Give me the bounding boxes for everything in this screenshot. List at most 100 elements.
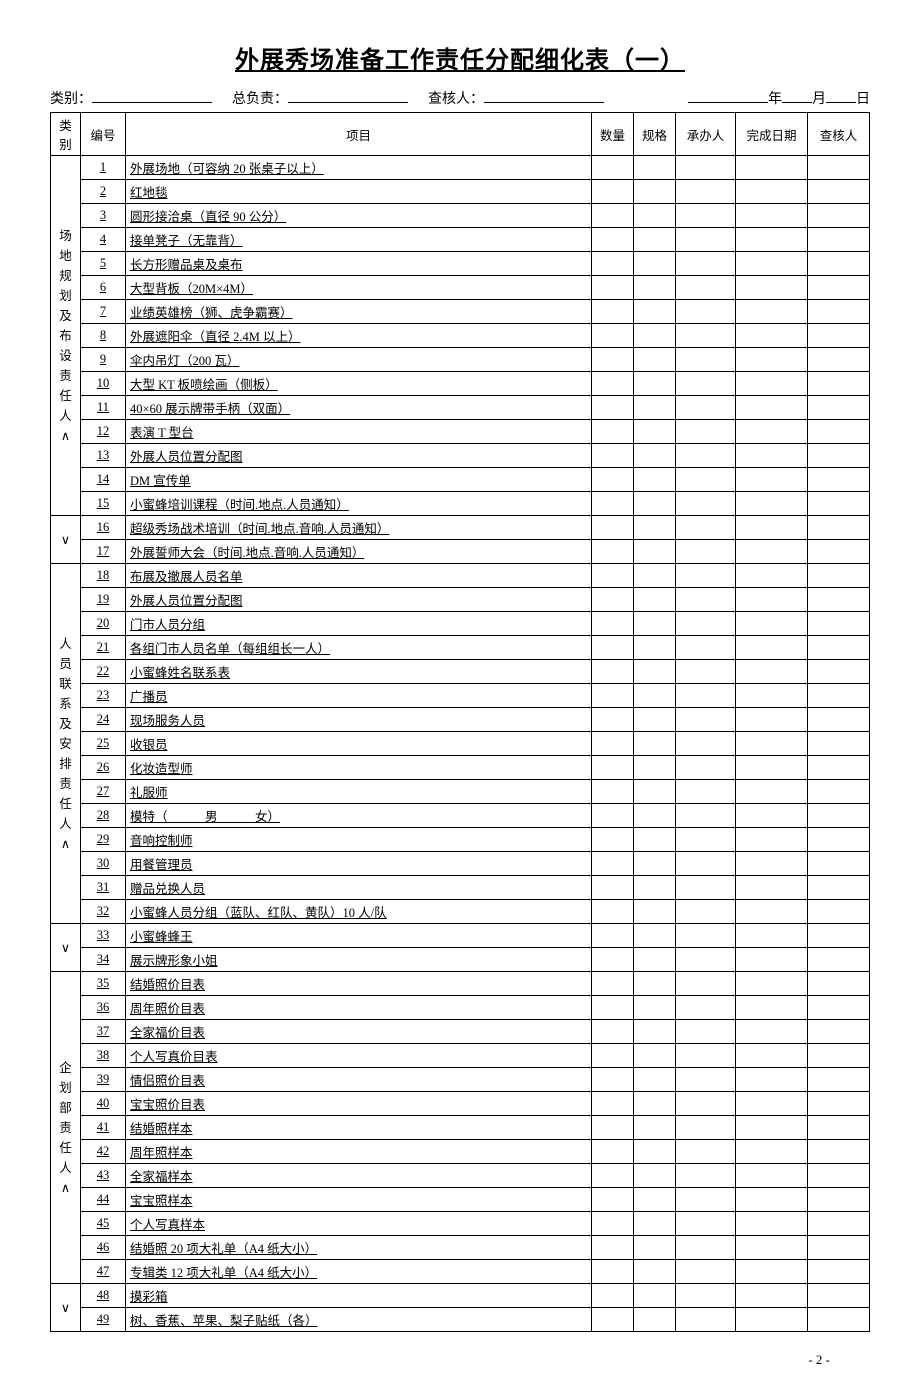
row-spec xyxy=(634,180,676,204)
row-number: 3 xyxy=(81,204,126,228)
row-qty xyxy=(592,756,634,780)
row-item: 小蜜蜂蜂王 xyxy=(126,924,592,948)
row-owner xyxy=(676,1284,736,1308)
row-owner xyxy=(676,228,736,252)
row-spec xyxy=(634,540,676,564)
row-qty xyxy=(592,1068,634,1092)
row-qty xyxy=(592,276,634,300)
row-check xyxy=(808,852,870,876)
table-row: 2红地毯 xyxy=(51,180,870,204)
row-number: 2 xyxy=(81,180,126,204)
row-item: 外展场地（可容纳 20 张桌子以上） xyxy=(126,156,592,180)
row-spec xyxy=(634,372,676,396)
row-date xyxy=(736,708,808,732)
row-date xyxy=(736,156,808,180)
row-qty xyxy=(592,540,634,564)
row-date xyxy=(736,996,808,1020)
row-qty xyxy=(592,1044,634,1068)
row-item: 展示牌形象小姐 xyxy=(126,948,592,972)
row-check xyxy=(808,468,870,492)
row-item: 化妆造型师 xyxy=(126,756,592,780)
row-number: 25 xyxy=(81,732,126,756)
row-owner xyxy=(676,1116,736,1140)
row-item: 专辑类 12 项大礼单（A4 纸大小） xyxy=(126,1260,592,1284)
table-row: 8外展遮阳伞（直径 2.4M 以上） xyxy=(51,324,870,348)
table-row: 1140×60 展示牌带手柄（双面） xyxy=(51,396,870,420)
row-date xyxy=(736,228,808,252)
row-number: 18 xyxy=(81,564,126,588)
row-date xyxy=(736,492,808,516)
row-qty xyxy=(592,852,634,876)
category-cell: 人员联系及安排责任人∧ xyxy=(51,564,81,924)
row-owner xyxy=(676,684,736,708)
row-number: 20 xyxy=(81,612,126,636)
row-date xyxy=(736,900,808,924)
row-qty xyxy=(592,1212,634,1236)
month-blank xyxy=(782,87,812,103)
table-row: 12表演 T 型台 xyxy=(51,420,870,444)
row-number: 28 xyxy=(81,804,126,828)
row-qty xyxy=(592,492,634,516)
row-number: 27 xyxy=(81,780,126,804)
row-item: 业绩英雄榜（狮、虎争霸赛） xyxy=(126,300,592,324)
row-item: 结婚照价目表 xyxy=(126,972,592,996)
row-owner xyxy=(676,828,736,852)
row-number: 36 xyxy=(81,996,126,1020)
row-item: 周年照价目表 xyxy=(126,996,592,1020)
row-date xyxy=(736,1140,808,1164)
row-spec xyxy=(634,1092,676,1116)
row-date xyxy=(736,372,808,396)
row-date xyxy=(736,1284,808,1308)
row-date xyxy=(736,972,808,996)
row-owner xyxy=(676,804,736,828)
row-check xyxy=(808,1260,870,1284)
row-number: 17 xyxy=(81,540,126,564)
row-owner xyxy=(676,1188,736,1212)
row-check xyxy=(808,324,870,348)
row-qty xyxy=(592,636,634,660)
row-number: 21 xyxy=(81,636,126,660)
table-row: 23广播员 xyxy=(51,684,870,708)
row-qty xyxy=(592,804,634,828)
row-qty xyxy=(592,900,634,924)
row-check xyxy=(808,1188,870,1212)
row-number: 13 xyxy=(81,444,126,468)
row-date xyxy=(736,300,808,324)
row-date xyxy=(736,252,808,276)
row-date xyxy=(736,732,808,756)
row-number: 44 xyxy=(81,1188,126,1212)
row-check xyxy=(808,612,870,636)
checker-label: 查核人： xyxy=(428,88,484,108)
row-owner xyxy=(676,180,736,204)
row-check xyxy=(808,540,870,564)
row-number: 12 xyxy=(81,420,126,444)
row-date xyxy=(736,1236,808,1260)
row-spec xyxy=(634,636,676,660)
row-owner xyxy=(676,492,736,516)
row-date xyxy=(736,1020,808,1044)
table-row: 40宝宝照价目表 xyxy=(51,1092,870,1116)
row-spec xyxy=(634,1212,676,1236)
row-owner xyxy=(676,396,736,420)
row-qty xyxy=(592,588,634,612)
row-date xyxy=(736,1068,808,1092)
row-owner xyxy=(676,756,736,780)
row-check xyxy=(808,660,870,684)
row-check xyxy=(808,1308,870,1332)
row-owner xyxy=(676,540,736,564)
row-check xyxy=(808,780,870,804)
row-owner xyxy=(676,972,736,996)
row-spec xyxy=(634,996,676,1020)
table-row: 32小蜜蜂人员分组（蓝队、红队、黄队）10 人/队 xyxy=(51,900,870,924)
row-item: 音响控制师 xyxy=(126,828,592,852)
row-date xyxy=(736,516,808,540)
row-item: 小蜜蜂姓名联系表 xyxy=(126,660,592,684)
row-spec xyxy=(634,804,676,828)
row-date xyxy=(736,780,808,804)
row-date xyxy=(736,876,808,900)
table-row: 26化妆造型师 xyxy=(51,756,870,780)
row-number: 45 xyxy=(81,1212,126,1236)
table-row: 17外展誓师大会（时间.地点.音响.人员通知） xyxy=(51,540,870,564)
row-date xyxy=(736,1116,808,1140)
row-item: 伞内吊灯（200 瓦） xyxy=(126,348,592,372)
